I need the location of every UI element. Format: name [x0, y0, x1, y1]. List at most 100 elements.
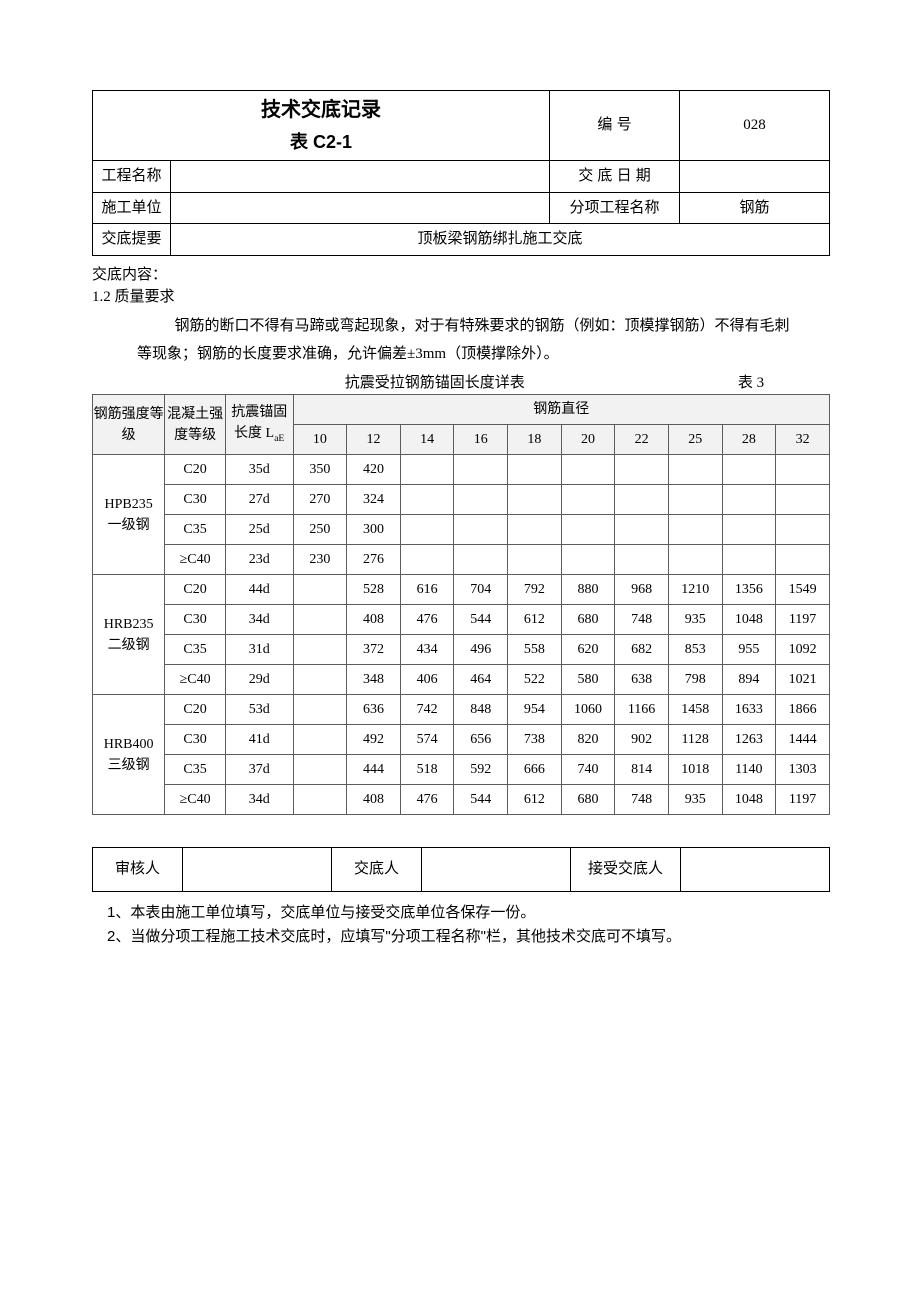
content-heading: 交底内容：	[92, 264, 830, 287]
cell-value: 1633	[722, 695, 776, 725]
cell-value: 666	[508, 755, 562, 785]
paragraph-1: 钢筋的断口不得有马蹄或弯起现象，对于有特殊要求的钢筋（例如：顶模撑钢筋）不得有毛…	[92, 315, 830, 338]
cell-value	[722, 545, 776, 575]
cell-concrete-grade: ≥C40	[165, 785, 226, 815]
cell-value	[722, 485, 776, 515]
cell-value: 738	[508, 725, 562, 755]
cell-concrete-grade: ≥C40	[165, 665, 226, 695]
cell-value: 680	[561, 785, 615, 815]
cell-value	[293, 605, 347, 635]
cell-value: 408	[347, 785, 401, 815]
cell-value: 814	[615, 755, 669, 785]
code-label: 编 号	[550, 91, 680, 161]
date-label: 交 底 日 期	[550, 161, 680, 193]
cell-lae: 27d	[225, 485, 293, 515]
cell-lae: 35d	[225, 455, 293, 485]
th-dia-32: 32	[776, 425, 830, 455]
table-row: HPB235一级钢C2035d350420	[93, 455, 830, 485]
cell-lae: 44d	[225, 575, 293, 605]
cell-value: 740	[561, 755, 615, 785]
cell-value	[615, 485, 669, 515]
cell-value: 612	[508, 785, 562, 815]
cell-value: 558	[508, 635, 562, 665]
cell-value: 1197	[776, 605, 830, 635]
th-anchor-sub: aE	[274, 433, 284, 444]
header-table: 技术交底记录 表 C2-1 编 号 028 工程名称 交 底 日 期 施工单位 …	[92, 90, 830, 256]
th-dia-14: 14	[400, 425, 454, 455]
row-group-name: HRB235二级钢	[93, 575, 165, 695]
contractor-value	[171, 192, 550, 224]
sig-reviewer-value	[183, 848, 332, 892]
cell-value	[776, 485, 830, 515]
code-value: 028	[680, 91, 830, 161]
cell-concrete-grade: C35	[165, 755, 226, 785]
cell-value	[293, 575, 347, 605]
th-dia-22: 22	[615, 425, 669, 455]
cell-value	[508, 515, 562, 545]
cell-value: 518	[400, 755, 454, 785]
cell-value: 1140	[722, 755, 776, 785]
cell-concrete-grade: ≥C40	[165, 545, 226, 575]
cell-value: 544	[454, 785, 508, 815]
cell-value	[454, 455, 508, 485]
cell-value: 420	[347, 455, 401, 485]
content-section: 交底内容： 1.2 质量要求 钢筋的断口不得有马蹄或弯起现象，对于有特殊要求的钢…	[92, 256, 830, 824]
cell-value	[668, 485, 722, 515]
cell-value	[668, 545, 722, 575]
cell-value: 1356	[722, 575, 776, 605]
cell-lae: 34d	[225, 605, 293, 635]
cell-value: 444	[347, 755, 401, 785]
cell-value	[508, 455, 562, 485]
cell-value	[561, 515, 615, 545]
table-row: C3531d3724344965586206828539551092	[93, 635, 830, 665]
project-name-label: 工程名称	[93, 161, 171, 193]
table-row: C3525d250300	[93, 515, 830, 545]
cell-concrete-grade: C20	[165, 695, 226, 725]
cell-value: 1444	[776, 725, 830, 755]
th-dia-16: 16	[454, 425, 508, 455]
table-row: HRB400三级钢C2053d6367428489541060116614581…	[93, 695, 830, 725]
cell-value: 350	[293, 455, 347, 485]
cell-value: 1018	[668, 755, 722, 785]
sig-disclosed-value	[422, 848, 571, 892]
th-concrete-grade: 混凝土强度等级	[165, 395, 226, 455]
cell-value: 476	[400, 605, 454, 635]
th-anchor: 抗震锚固长度 LaE	[225, 395, 293, 455]
cell-value: 1048	[722, 605, 776, 635]
cell-value: 544	[454, 605, 508, 635]
table-row: ≥C4029d3484064645225806387988941021	[93, 665, 830, 695]
cell-value: 1210	[668, 575, 722, 605]
cell-value: 1021	[776, 665, 830, 695]
cell-value: 492	[347, 725, 401, 755]
summary-value: 顶板梁钢筋绑扎施工交底	[171, 224, 830, 256]
subitem-label: 分项工程名称	[550, 192, 680, 224]
cell-value: 580	[561, 665, 615, 695]
cell-value: 434	[400, 635, 454, 665]
cell-value	[293, 725, 347, 755]
table-row: HRB235二级钢C2044d5286167047928809681210135…	[93, 575, 830, 605]
cell-value: 620	[561, 635, 615, 665]
cell-value	[668, 455, 722, 485]
form-title-sub: 表 C2-1	[99, 129, 543, 156]
cell-value: 853	[668, 635, 722, 665]
document-page: 技术交底记录 表 C2-1 编 号 028 工程名称 交 底 日 期 施工单位 …	[0, 0, 920, 991]
cell-value: 820	[561, 725, 615, 755]
cell-value	[722, 455, 776, 485]
cell-value	[400, 485, 454, 515]
cell-value	[293, 665, 347, 695]
cell-lae: 31d	[225, 635, 293, 665]
cell-value: 638	[615, 665, 669, 695]
cell-concrete-grade: C30	[165, 605, 226, 635]
cell-concrete-grade: C30	[165, 485, 226, 515]
sig-received-label: 接受交底人	[571, 848, 681, 892]
cell-value: 1128	[668, 725, 722, 755]
cell-value: 372	[347, 635, 401, 665]
cell-value: 792	[508, 575, 562, 605]
note-1: 1、本表由施工单位填写，交底单位与接受交底单位各保存一份。	[92, 902, 830, 925]
table-row: C3537d444518592666740814101811401303	[93, 755, 830, 785]
cell-value: 528	[347, 575, 401, 605]
cell-value	[454, 485, 508, 515]
cell-value: 742	[400, 695, 454, 725]
th-diameter: 钢筋直径	[293, 395, 829, 425]
cell-value: 464	[454, 665, 508, 695]
